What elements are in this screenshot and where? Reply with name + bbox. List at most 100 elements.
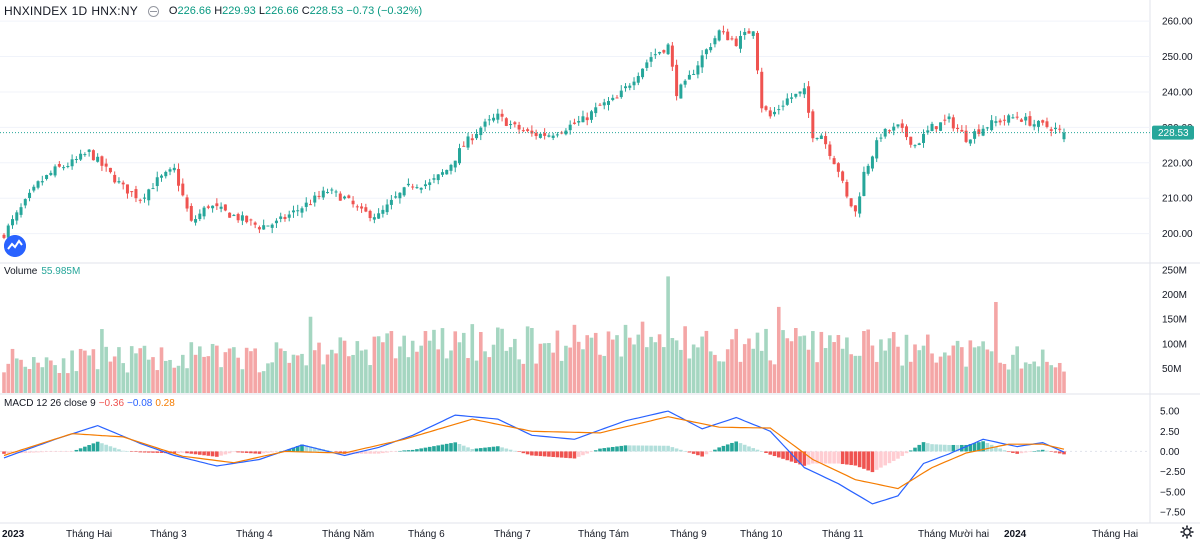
candle-body: [155, 177, 159, 187]
volume-bar: [1002, 363, 1007, 393]
ohlc-values: O226.66 H229.93 L226.66 C228.53 −0.73 (−…: [168, 5, 423, 17]
candle-body: [717, 30, 721, 41]
volume-bar: [632, 344, 636, 393]
symbol-name[interactable]: HNXINDEX: [4, 4, 68, 18]
candle-body: [108, 167, 112, 173]
candle-body: [751, 31, 755, 36]
volume-bar: [640, 321, 645, 393]
time-tick-label: Tháng 10: [740, 529, 783, 540]
candle-body: [917, 143, 921, 145]
macd-histogram-bar: [2, 451, 6, 454]
candle-body: [743, 31, 747, 36]
tradingview-logo-icon[interactable]: [4, 235, 26, 257]
candle-body: [338, 193, 342, 201]
candle-body: [232, 215, 236, 217]
volume-bar: [295, 355, 300, 393]
candle-body: [670, 45, 674, 67]
candle-body: [355, 206, 359, 208]
candle-body: [900, 123, 904, 128]
macd-histogram-bar: [44, 451, 49, 453]
candle-body: [398, 192, 402, 199]
candle-body: [683, 80, 687, 85]
volume-bar: [270, 362, 274, 393]
volume-bar: [734, 328, 739, 393]
gear-icon[interactable]: [1180, 525, 1194, 539]
macd-histogram-bar: [666, 445, 670, 452]
candle-body: [453, 160, 457, 168]
macd-histogram-bar: [6, 451, 11, 454]
candle-body: [151, 188, 155, 190]
candle-body: [687, 74, 691, 80]
volume-bar: [151, 357, 155, 393]
volume-bar: [504, 350, 509, 393]
volume-bar: [1028, 363, 1032, 393]
volume-bar: [985, 349, 990, 393]
candle-body: [194, 219, 198, 223]
candle-body: [819, 135, 823, 139]
candle-body: [858, 196, 862, 214]
volume-bar: [483, 351, 487, 393]
volume-bar: [457, 342, 462, 393]
volume-bar: [666, 276, 670, 393]
macd-histogram-bar: [896, 451, 900, 459]
candle-body: [679, 84, 683, 99]
volume-bar: [670, 338, 675, 393]
candle-body: [351, 200, 355, 205]
candle-body: [130, 191, 134, 193]
candle-body: [606, 101, 610, 105]
candle-body: [83, 154, 87, 156]
macd-histogram-bar: [257, 451, 262, 454]
candle-body: [198, 213, 202, 220]
macd-histogram-bar: [478, 448, 483, 452]
candle-body: [428, 182, 432, 185]
candle-body: [977, 129, 981, 134]
macd-histogram-bar: [938, 444, 943, 452]
interval-label[interactable]: 1D: [71, 4, 88, 18]
volume-bar: [725, 349, 730, 393]
volume-bar: [564, 345, 568, 393]
macd-histogram-bar: [66, 451, 70, 452]
macd-histogram-bar: [159, 451, 164, 453]
candle-body: [585, 117, 589, 121]
candle-body: [862, 171, 866, 196]
macd-histogram-bar: [198, 451, 202, 455]
candle-body: [1032, 124, 1036, 127]
volume-bar: [913, 344, 917, 393]
macd-histogram-bar: [606, 447, 611, 452]
macd-histogram-bar: [406, 450, 411, 452]
macd-histogram-bar: [74, 449, 79, 452]
volume-bar: [500, 328, 504, 393]
volume-bar: [338, 337, 343, 393]
candle-body: [32, 186, 36, 191]
candle-body: [568, 124, 572, 131]
macd-histogram-bar: [994, 446, 998, 452]
macd-histogram-bar: [627, 445, 632, 452]
candle-body: [304, 202, 308, 207]
volume-bar: [487, 357, 492, 393]
candle-body: [394, 196, 398, 198]
candle-body: [964, 130, 968, 142]
eye-icon[interactable]: [147, 5, 159, 17]
volume-bar: [410, 340, 415, 393]
candle-body: [436, 174, 440, 181]
macd-histogram-bar: [853, 451, 858, 466]
candle-body: [934, 126, 938, 130]
macd-histogram-bar: [789, 451, 794, 462]
price-tick-label: 260.00: [1162, 17, 1193, 28]
volume-bar: [751, 348, 756, 393]
volume-bar: [478, 332, 483, 393]
macd-histogram-bar: [466, 447, 470, 452]
macd-histogram-bar: [802, 451, 807, 466]
volume-bar: [31, 357, 36, 393]
macd-histogram-bar: [83, 446, 87, 452]
macd-histogram-bar: [593, 450, 598, 452]
volume-bar: [610, 339, 615, 393]
volume-bar: [730, 339, 734, 393]
candle-body: [764, 106, 768, 110]
candle-body: [245, 215, 249, 223]
volume-bar: [823, 348, 828, 393]
volume-bar: [891, 332, 896, 393]
volume-bar: [615, 335, 619, 393]
macd-histogram-bar: [623, 445, 628, 452]
